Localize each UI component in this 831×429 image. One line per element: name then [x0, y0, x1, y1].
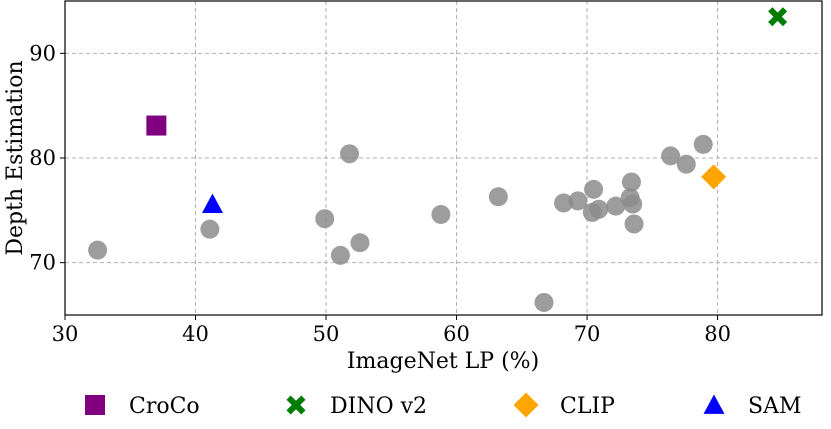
- data-point: [589, 199, 609, 219]
- y-tick-label: 80: [29, 146, 56, 170]
- data-point: [621, 172, 641, 192]
- grid-layer: [65, 1, 822, 315]
- data-point: [88, 240, 108, 260]
- legend-label-clip: CLIP: [560, 394, 615, 419]
- legend-marker-sam: [703, 394, 725, 414]
- legend-marker-clip: [513, 392, 539, 418]
- data-point: [606, 196, 626, 216]
- legend-item-croco: CroCo: [85, 394, 200, 419]
- x-tick-label: 70: [574, 322, 601, 346]
- legend-label-sam: SAM: [748, 394, 802, 419]
- y-tick-label: 70: [29, 251, 56, 275]
- data-point: [676, 154, 696, 174]
- data-point: [200, 219, 220, 239]
- points-layer: [88, 7, 788, 312]
- data-point: [568, 191, 588, 211]
- y-tick-label: 90: [29, 41, 56, 65]
- clip-point: [701, 164, 727, 190]
- data-point: [624, 214, 644, 234]
- croco-point: [146, 115, 167, 136]
- data-point: [330, 245, 350, 265]
- sam-point: [201, 193, 223, 213]
- data-point: [623, 194, 643, 214]
- data-point: [431, 205, 451, 225]
- data-point: [661, 146, 681, 166]
- legend-item-clip: CLIP: [513, 392, 615, 419]
- data-point: [315, 209, 335, 229]
- y-axis-label: Depth Estimation: [3, 60, 28, 255]
- x-tick-label: 30: [52, 322, 79, 346]
- legend-label-croco: CroCo: [129, 394, 200, 419]
- data-point: [488, 187, 508, 207]
- legend-item-sam: SAM: [703, 394, 802, 419]
- data-point: [584, 179, 604, 199]
- x-tick-label: 40: [182, 322, 209, 346]
- legend-label-dino-v2: DINO v2: [330, 394, 427, 419]
- ticks-layer: 30 40 50 60 70 80 70 80 90: [29, 41, 731, 346]
- legend-item-dino-v2: DINO v2: [286, 394, 427, 419]
- data-point: [340, 144, 360, 164]
- legend-marker-croco: [85, 395, 105, 415]
- legend-marker-dino-v2: [286, 395, 306, 415]
- data-point: [350, 233, 370, 253]
- x-axis-label: ImageNet LP (%): [347, 349, 539, 374]
- x-tick-label: 50: [313, 322, 340, 346]
- data-point: [693, 134, 713, 154]
- data-point: [534, 292, 554, 312]
- dino-v2-point: [768, 7, 788, 27]
- legend: CroCo DINO v2 CLIP SAM: [85, 392, 802, 419]
- x-tick-label: 60: [443, 322, 470, 346]
- x-tick-label: 80: [704, 322, 731, 346]
- data-point: [554, 193, 574, 213]
